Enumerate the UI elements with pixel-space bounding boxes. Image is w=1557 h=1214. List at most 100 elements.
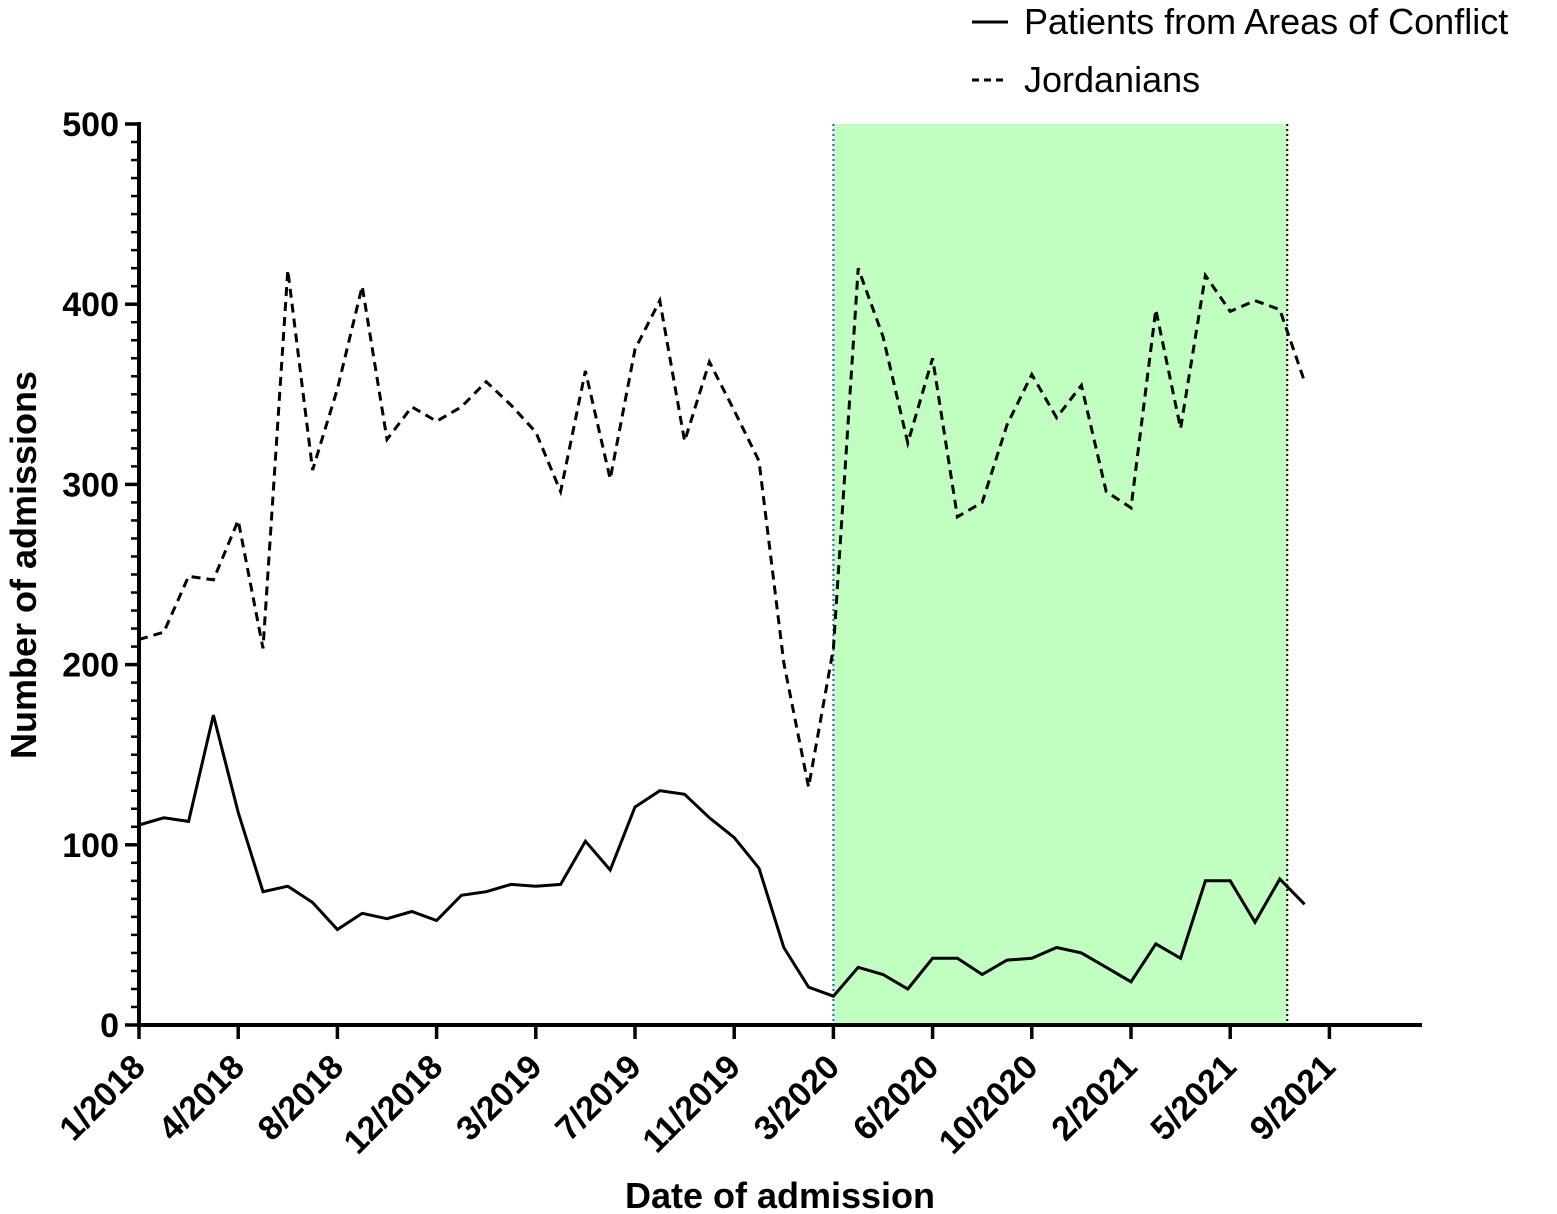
- x-tick-label: 1/2018: [52, 1048, 152, 1148]
- x-tick-label: 6/2020: [846, 1048, 946, 1148]
- data-point: [585, 841, 586, 842]
- data-point: [1205, 880, 1206, 881]
- data-point: [139, 824, 140, 825]
- data-point: [833, 996, 834, 997]
- data-point: [1180, 958, 1181, 959]
- data-point: [163, 817, 164, 818]
- y-axis: 0 100 200 300 400 500: [62, 106, 141, 1045]
- data-point: [486, 891, 487, 892]
- data-point: [883, 974, 884, 975]
- x-tick-label: 3/2020: [747, 1048, 847, 1148]
- data-point: [1279, 309, 1280, 310]
- data-point: [932, 358, 933, 359]
- data-point: [560, 884, 561, 885]
- data-point: [263, 648, 264, 649]
- data-point: [1131, 981, 1132, 982]
- data-point: [486, 381, 487, 382]
- series-line-1: [138, 714, 1306, 998]
- y-tick-label: 300: [62, 466, 119, 504]
- highlight-band: [833, 124, 1288, 1025]
- data-point: [1056, 947, 1057, 948]
- data-point: [387, 439, 388, 440]
- data-point: [907, 442, 908, 443]
- data-point: [1031, 958, 1032, 959]
- data-point: [1155, 309, 1156, 310]
- data-point: [560, 491, 561, 492]
- data-point: [659, 790, 660, 791]
- data-point: [709, 361, 710, 362]
- x-tick-label: 2/2021: [1044, 1048, 1144, 1148]
- y-tick-label: 100: [62, 827, 119, 865]
- y-tick-label: 400: [62, 286, 119, 324]
- series-layer: [138, 267, 1307, 998]
- data-point: [932, 958, 933, 959]
- data-point: [883, 336, 884, 337]
- data-point: [1304, 381, 1305, 382]
- data-point: [139, 639, 140, 640]
- data-point: [436, 421, 437, 422]
- data-point: [238, 520, 239, 521]
- data-point: [684, 794, 685, 795]
- data-point: [436, 920, 437, 921]
- data-point: [511, 884, 512, 885]
- data-point: [1155, 943, 1156, 944]
- x-tick-label: 5/2021: [1143, 1048, 1243, 1148]
- data-point: [659, 300, 660, 301]
- data-point: [1007, 424, 1008, 425]
- x-tick-label: 12/2018: [336, 1048, 450, 1162]
- data-point: [461, 406, 462, 407]
- data-point: [213, 579, 214, 580]
- data-point: [1230, 880, 1231, 881]
- data-point: [535, 432, 536, 433]
- data-point: [1180, 428, 1181, 429]
- data-point: [808, 787, 809, 788]
- data-point: [684, 441, 685, 442]
- data-point: [337, 388, 338, 389]
- data-point: [411, 911, 412, 912]
- x-tick-label: 7/2019: [548, 1048, 648, 1148]
- data-point: [982, 974, 983, 975]
- data-point: [858, 268, 859, 269]
- data-point: [312, 902, 313, 903]
- data-point: [387, 918, 388, 919]
- data-point: [362, 286, 363, 287]
- y-tick-label: 200: [62, 647, 119, 685]
- data-point: [957, 958, 958, 959]
- data-point: [734, 410, 735, 411]
- x-tick-label: 8/2018: [251, 1048, 351, 1148]
- legend: Patients from Areas of Conflict Jordanian…: [972, 1, 1508, 100]
- data-point: [858, 967, 859, 968]
- data-point: [1279, 879, 1280, 880]
- data-point: [188, 576, 189, 577]
- data-point: [1205, 275, 1206, 276]
- data-point: [1106, 967, 1107, 968]
- x-axis: 1/20184/20188/201812/20183/20197/201911/…: [52, 1023, 1422, 1162]
- x-axis-title: Date of admission: [625, 1175, 935, 1214]
- data-point: [263, 891, 264, 892]
- data-point: [982, 502, 983, 503]
- data-point: [759, 868, 760, 869]
- data-point: [709, 817, 710, 818]
- data-point: [1081, 385, 1082, 386]
- y-axis-title: Number of admissions: [3, 371, 44, 759]
- data-point: [635, 806, 636, 807]
- data-point: [1304, 904, 1305, 905]
- y-tick-label: 0: [100, 1007, 119, 1045]
- data-point: [238, 812, 239, 813]
- data-point: [783, 662, 784, 663]
- data-point: [907, 988, 908, 989]
- data-point: [362, 913, 363, 914]
- x-tick-label: 9/2021: [1243, 1048, 1343, 1148]
- series-line-2: [138, 267, 1307, 788]
- data-point: [188, 821, 189, 822]
- data-point: [759, 460, 760, 461]
- data-point: [411, 406, 412, 407]
- x-tick-label: 10/2020: [932, 1048, 1046, 1162]
- x-tick-label: 11/2019: [635, 1048, 747, 1160]
- data-point: [1007, 960, 1008, 961]
- data-point: [287, 269, 288, 270]
- x-tick-label: 4/2018: [151, 1048, 251, 1148]
- data-point: [461, 895, 462, 896]
- data-point: [1131, 507, 1132, 508]
- data-point: [1031, 374, 1032, 375]
